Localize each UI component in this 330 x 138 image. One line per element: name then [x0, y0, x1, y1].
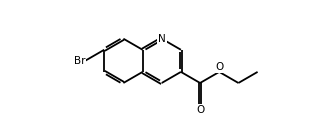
Text: N: N: [158, 34, 166, 44]
Text: Br: Br: [74, 56, 85, 66]
Text: O: O: [215, 62, 223, 72]
Text: O: O: [196, 105, 204, 115]
